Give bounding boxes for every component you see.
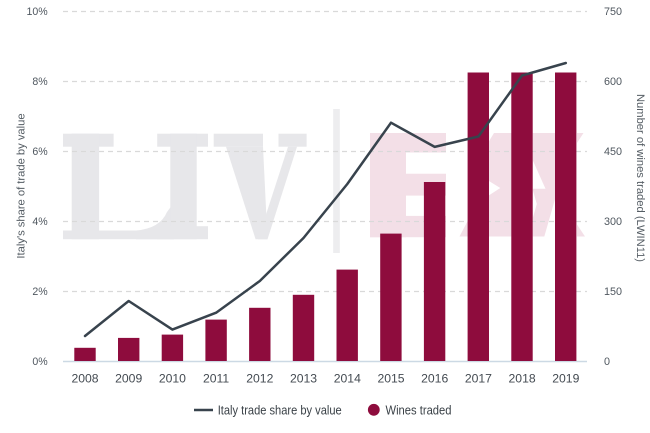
svg-text:150: 150 [604, 286, 622, 298]
svg-text:0: 0 [604, 356, 610, 368]
svg-text:300: 300 [604, 216, 622, 228]
svg-text:2008: 2008 [71, 371, 98, 385]
svg-text:450: 450 [604, 146, 622, 158]
svg-text:2014: 2014 [334, 371, 361, 385]
svg-text:6%: 6% [32, 146, 48, 158]
svg-text:2017: 2017 [465, 371, 492, 385]
svg-text:Italy trade share by value: Italy trade share by value [218, 404, 342, 418]
svg-text:2018: 2018 [509, 371, 536, 385]
svg-text:2019: 2019 [552, 371, 579, 385]
svg-text:Wines traded: Wines traded [386, 404, 452, 418]
svg-text:0%: 0% [32, 356, 48, 368]
svg-text:4%: 4% [32, 216, 48, 228]
svg-text:2012: 2012 [246, 371, 273, 385]
svg-text:Italy's share of trade by valu: Italy's share of trade by value [16, 113, 28, 258]
svg-text:2011: 2011 [203, 371, 229, 385]
svg-text:600: 600 [604, 76, 622, 88]
svg-text:Number of wines traded (LWIN11: Number of wines traded (LWIN11) [634, 94, 646, 262]
svg-text:2009: 2009 [115, 371, 142, 385]
svg-text:2010: 2010 [159, 371, 186, 385]
svg-text:8%: 8% [32, 76, 48, 88]
svg-text:2016: 2016 [421, 371, 448, 385]
svg-text:2015: 2015 [377, 371, 404, 385]
svg-text:750: 750 [604, 6, 622, 18]
svg-text:2%: 2% [32, 286, 48, 298]
svg-text:2013: 2013 [290, 371, 317, 385]
svg-text:10%: 10% [26, 6, 48, 18]
